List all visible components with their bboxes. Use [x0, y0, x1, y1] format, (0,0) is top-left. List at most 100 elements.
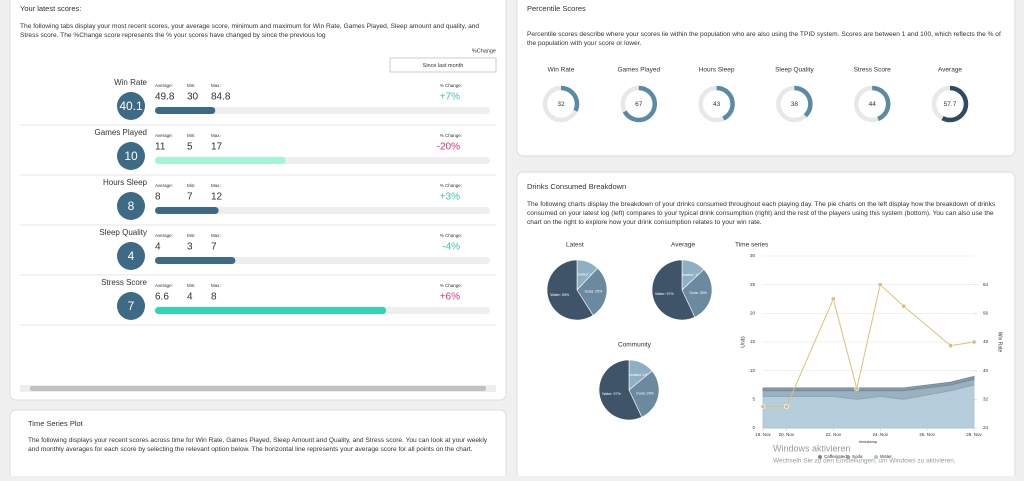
change-caption: % Change: — [440, 183, 462, 188]
pie-title: Latest — [566, 242, 584, 249]
panel-title: Percentile Scores — [527, 4, 586, 13]
donut-arc — [698, 85, 735, 123]
pie-label: Soda: 30% — [689, 291, 707, 295]
pie-slice — [651, 259, 696, 321]
watermark-title: Windows aktivieren — [773, 443, 851, 453]
line-point — [901, 303, 907, 309]
line-point — [877, 282, 883, 288]
y2-tick-label: 24 — [983, 425, 989, 430]
chart-title: Time series — [735, 242, 769, 249]
percentile-name: Win Rate — [548, 67, 575, 74]
change-caption: % Change: — [440, 233, 462, 238]
pie-title: Average — [671, 242, 695, 249]
description-box: Percentile scores describe where your sc… — [527, 31, 1001, 47]
pie-slice — [546, 259, 594, 321]
stat-label: Max: — [211, 233, 221, 238]
y-tick-label: 30 — [750, 253, 756, 258]
stat-label: Min: — [187, 183, 196, 188]
donut-arc — [542, 85, 580, 123]
pie-label: Caffeinated: 14% — [622, 373, 650, 377]
y2-tick-label: 32 — [983, 397, 989, 402]
donut-arc — [853, 85, 891, 123]
score-badge — [117, 142, 145, 170]
stat-value: 4 — [155, 242, 161, 253]
stat-label: Average: — [155, 183, 173, 188]
stat-label: Min: — [187, 83, 196, 88]
change-caption: % Change: — [440, 133, 462, 138]
percentile-name: Sleep Quality — [775, 67, 814, 74]
y-tick-label: 25 — [750, 282, 756, 287]
metric-name: Sleep Quality — [99, 228, 147, 237]
pie-label: Water: 57% — [655, 292, 674, 296]
stat-label: Max: — [211, 133, 221, 138]
dropdown-text: Since last month — [423, 63, 464, 69]
stat-value: 11 — [155, 142, 166, 153]
y-tick-label: 20 — [750, 311, 756, 316]
bar-fill — [155, 207, 219, 214]
panel-title: Your latest scores: — [20, 4, 81, 13]
x-tick-label: 19. Nov — [755, 432, 771, 437]
scrollbar-thumb[interactable] — [30, 386, 486, 391]
pie-label: Soda: 29% — [636, 392, 654, 396]
stat-value: 49.8 — [155, 92, 175, 103]
line-point — [830, 296, 836, 302]
description-box: The following displays your recent score… — [28, 437, 488, 453]
pie-label: Caffeinated: 13% — [675, 273, 703, 277]
description: The following charts display the breakdo… — [527, 201, 996, 226]
stat-value: 8 — [155, 192, 161, 203]
y-tick-label: 0 — [752, 425, 755, 430]
pie-title: Community — [618, 342, 652, 349]
y-tick-label: 15 — [750, 339, 756, 344]
legend-marker — [874, 455, 878, 459]
y2-tick-label: 40 — [983, 368, 989, 373]
line-point — [971, 339, 977, 345]
x-axis-label: timestamp — [859, 439, 878, 444]
metric-name: Hours Sleep — [103, 178, 148, 187]
percentile-value: 44 — [869, 101, 877, 108]
bar-fill — [155, 157, 286, 164]
description: The following displays your recent score… — [28, 437, 488, 453]
x-tick-label: 20. Nov — [779, 432, 795, 437]
stat-label: Min: — [187, 283, 196, 288]
change-caption: % Change: — [440, 83, 462, 88]
stat-value: 3 — [187, 242, 193, 253]
legend-label: Water — [880, 454, 892, 459]
metric-name: Stress Score — [101, 278, 147, 287]
y2-tick-label: 56 — [983, 311, 989, 316]
dropdown[interactable] — [389, 57, 497, 73]
bar-track — [155, 107, 490, 114]
donut-arc — [620, 85, 658, 123]
stat-value: 84.8 — [211, 92, 231, 103]
description: Percentile scores describe where your sc… — [527, 31, 1001, 47]
change-value: +3% — [440, 192, 460, 203]
percentile-name: Hours Sleep — [699, 67, 735, 74]
percentile-value: 32 — [557, 101, 565, 108]
x-tick-label: 24. Nov — [872, 432, 888, 437]
panel-title: Drinks Consumed Breakdown — [527, 182, 626, 191]
description-box: The following charts display the breakdo… — [527, 201, 996, 226]
percentile-name: Stress Score — [854, 67, 892, 74]
y-tick-label: 5 — [752, 397, 755, 402]
stat-label: Average: — [155, 283, 173, 288]
bar-track — [155, 257, 490, 264]
stat-value: 5 — [187, 142, 193, 153]
stat-label: Average: — [155, 133, 173, 138]
score-badge — [117, 92, 145, 120]
y-tick-label: 10 — [750, 368, 756, 373]
change-caption: % Change: — [440, 283, 462, 288]
pie-slice — [576, 267, 608, 316]
change-value: -4% — [442, 242, 460, 253]
donut-arc — [776, 85, 813, 123]
legend-marker — [818, 455, 822, 459]
percentile-value: 38 — [791, 101, 799, 108]
stat-value: 6.6 — [155, 292, 169, 303]
percentile-panel — [516, 0, 1016, 157]
percentile-value: 43 — [713, 101, 721, 108]
stat-value: 7 — [211, 242, 217, 253]
stat-value: 4 — [187, 292, 193, 303]
bar-track — [155, 207, 490, 214]
stat-label: Max: — [211, 283, 221, 288]
percentile-value: 67 — [635, 101, 643, 108]
